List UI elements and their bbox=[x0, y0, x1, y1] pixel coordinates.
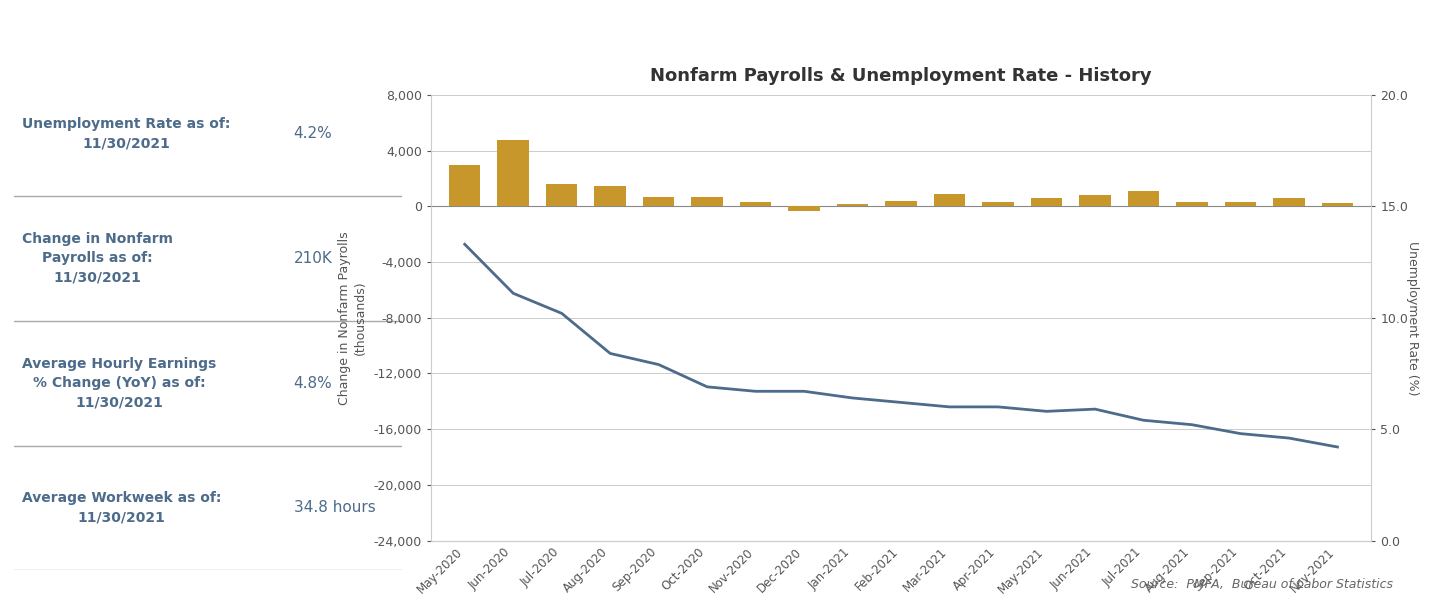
Bar bbox=[546, 184, 577, 207]
Bar bbox=[788, 207, 820, 211]
Bar bbox=[1321, 204, 1353, 207]
Bar bbox=[886, 201, 916, 207]
Bar bbox=[1127, 191, 1159, 207]
Bar bbox=[1080, 195, 1111, 207]
Text: Average Workweek as of:
11/30/2021: Average Workweek as of: 11/30/2021 bbox=[22, 491, 221, 525]
Bar bbox=[740, 202, 771, 207]
Text: Unemployment Rate as of:
11/30/2021: Unemployment Rate as of: 11/30/2021 bbox=[22, 117, 231, 150]
Bar bbox=[933, 194, 965, 207]
Bar bbox=[1225, 201, 1256, 207]
Text: 210K: 210K bbox=[293, 251, 332, 266]
Bar bbox=[1274, 198, 1305, 207]
Text: 34.8 hours: 34.8 hours bbox=[293, 500, 375, 516]
Bar bbox=[1031, 198, 1063, 207]
Bar bbox=[982, 202, 1014, 207]
Y-axis label: Change in Nonfarm Payrolls
(thousands): Change in Nonfarm Payrolls (thousands) bbox=[339, 231, 366, 405]
Text: Change in Nonfarm
Payrolls as of:
11/30/2021: Change in Nonfarm Payrolls as of: 11/30/… bbox=[22, 232, 174, 285]
Bar bbox=[595, 185, 626, 207]
Title: Nonfarm Payrolls & Unemployment Rate - History: Nonfarm Payrolls & Unemployment Rate - H… bbox=[651, 67, 1152, 85]
Text: EMPLOYMENT SITUATION: EMPLOYMENT SITUATION bbox=[504, 21, 932, 50]
Text: Source:  PMFA,  Bureau of Labor Statistics: Source: PMFA, Bureau of Labor Statistics bbox=[1132, 578, 1393, 591]
Text: 4.2%: 4.2% bbox=[293, 126, 332, 141]
Y-axis label: Unemployment Rate (%): Unemployment Rate (%) bbox=[1406, 241, 1419, 395]
Bar bbox=[837, 204, 869, 207]
Text: Average Hourly Earnings
% Change (YoY) as of:
11/30/2021: Average Hourly Earnings % Change (YoY) a… bbox=[22, 356, 217, 410]
Bar bbox=[691, 197, 722, 207]
Text: 4.8%: 4.8% bbox=[293, 375, 332, 391]
Bar bbox=[643, 197, 675, 207]
Bar bbox=[449, 165, 481, 207]
Bar bbox=[497, 140, 528, 207]
Bar bbox=[1176, 201, 1208, 207]
